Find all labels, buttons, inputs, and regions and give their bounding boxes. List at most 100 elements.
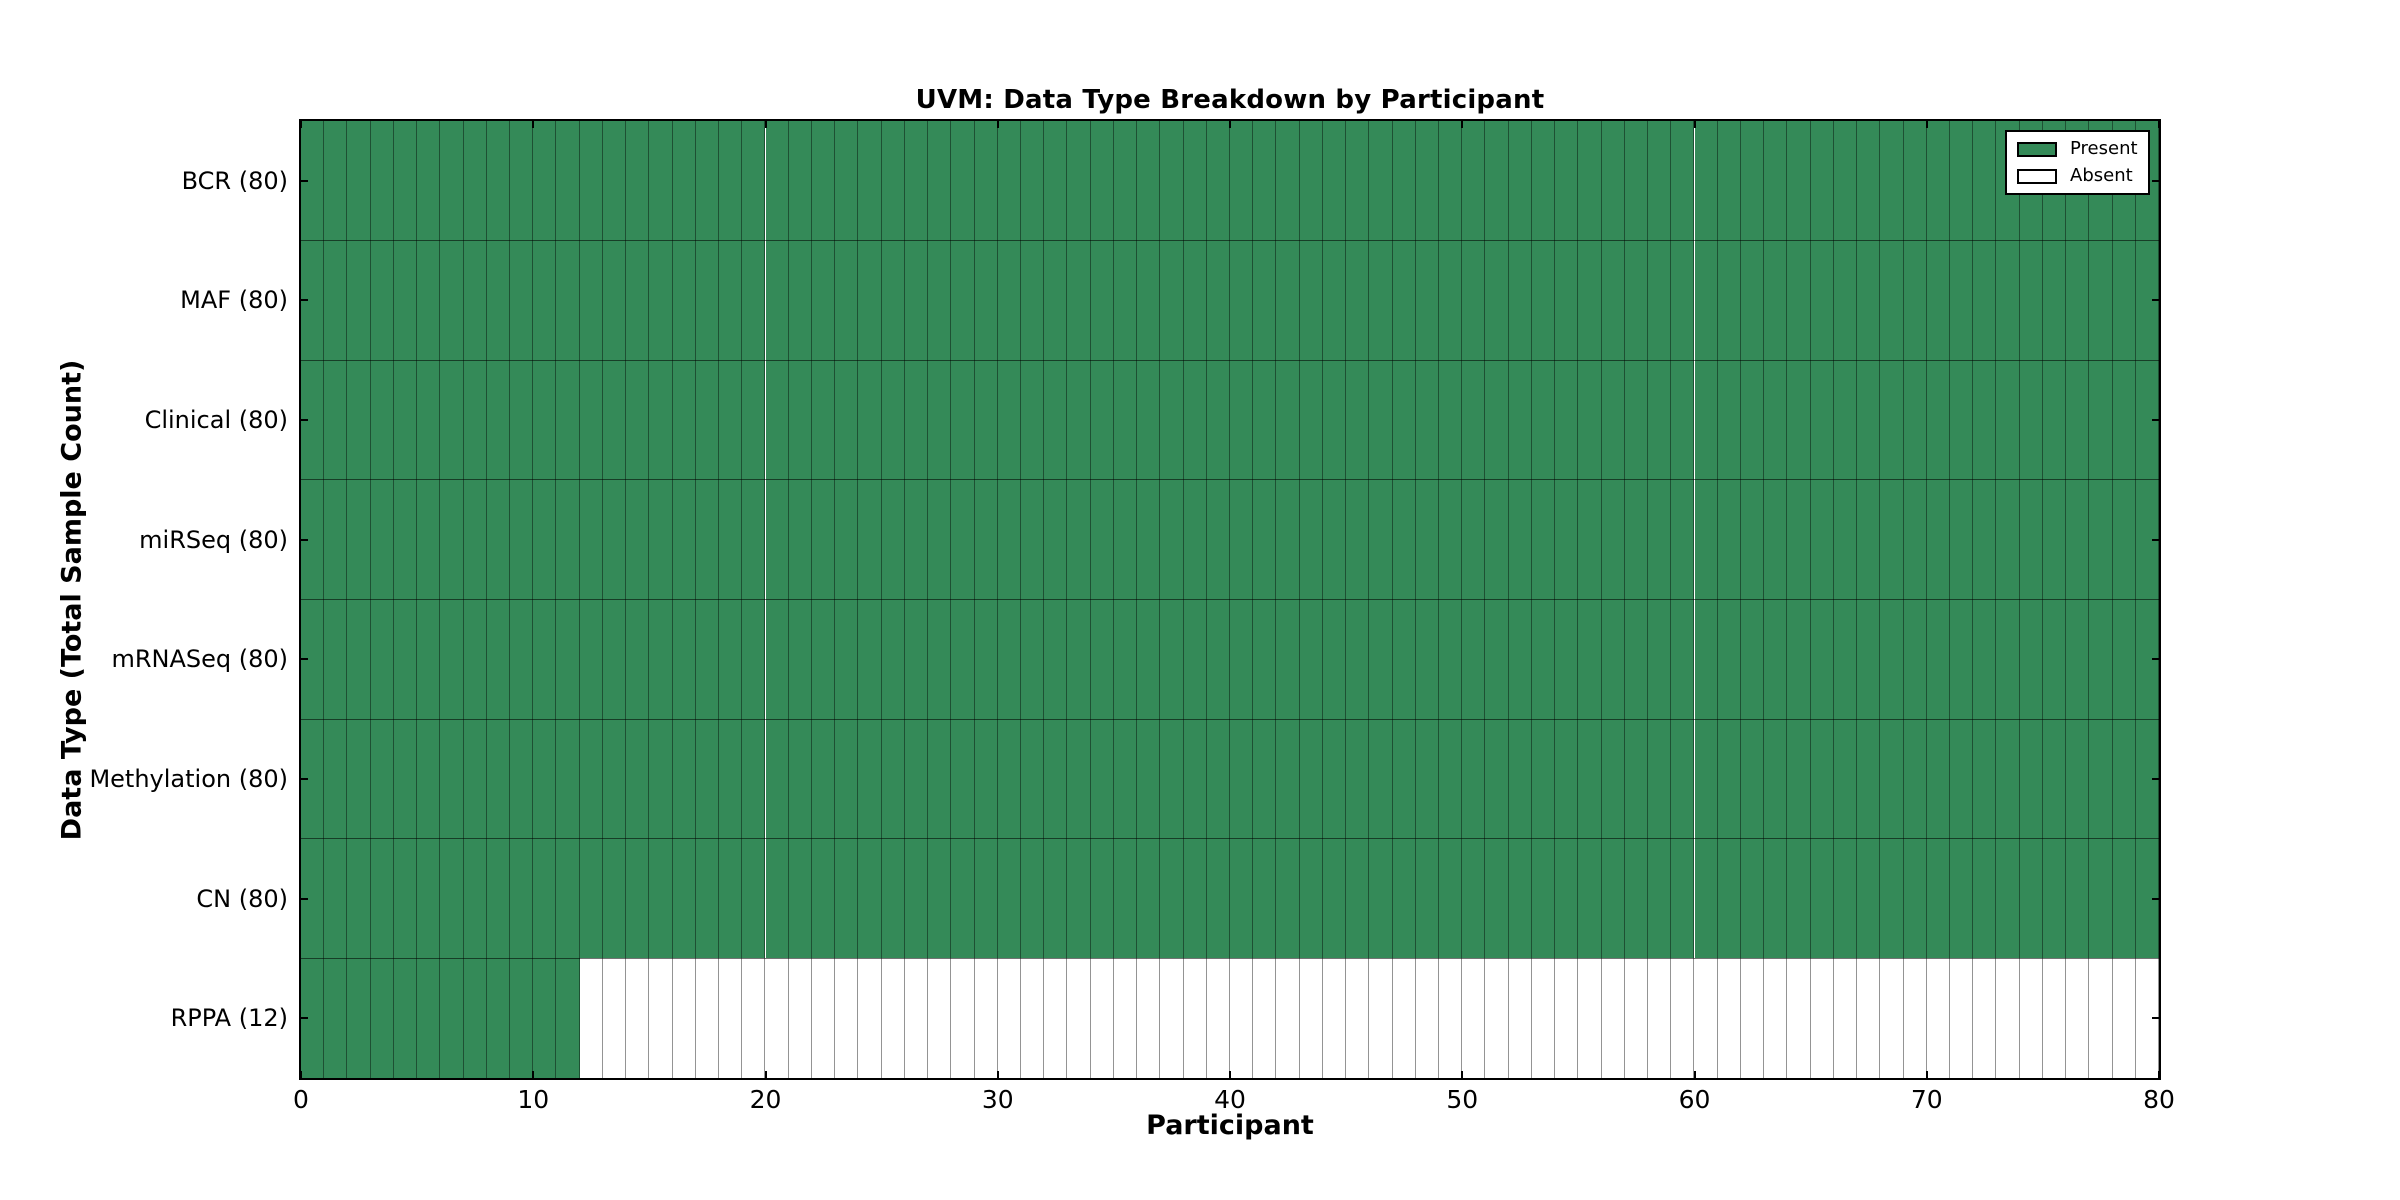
cell-present — [1067, 599, 1091, 720]
cell-present — [1253, 479, 1277, 600]
cell-present — [1485, 479, 1509, 600]
cell-present — [1020, 599, 1045, 720]
cell-present — [347, 121, 371, 241]
cell-present — [1160, 599, 1184, 720]
cell-present — [974, 121, 998, 241]
cell-present — [1833, 838, 1858, 959]
cell-present — [1880, 838, 1904, 959]
cell-present — [1392, 121, 1416, 241]
cell-present — [370, 958, 394, 1078]
cell-absent — [1833, 958, 1858, 1078]
cell-absent — [1694, 958, 1718, 1078]
cell-present — [1020, 479, 1045, 600]
cell-present — [649, 599, 673, 720]
cell-present — [1160, 121, 1184, 241]
cell-present — [370, 360, 394, 480]
cell-present — [301, 958, 325, 1078]
cell-present — [719, 121, 743, 241]
cell-present — [1462, 360, 1486, 480]
cell-absent — [1415, 958, 1440, 1078]
x-tick-mark — [996, 1071, 999, 1078]
cell-present — [2112, 599, 2136, 720]
cell-absent — [1531, 958, 1556, 1078]
cell-present — [2089, 479, 2113, 600]
cell-present — [1857, 240, 1881, 361]
row-separator — [301, 359, 2159, 361]
cell-present — [1090, 479, 1114, 600]
cell-present — [301, 719, 325, 839]
cell-present — [417, 719, 441, 839]
cell-present — [951, 719, 975, 839]
cell-present — [1439, 121, 1463, 241]
grid-row-cn — [301, 838, 2159, 959]
grid-row-bcr — [301, 121, 2159, 241]
cell-present — [1903, 719, 1927, 839]
cell-present — [835, 240, 859, 361]
cell-present — [1346, 719, 1370, 839]
cell-present — [904, 599, 929, 720]
cell-present — [533, 958, 557, 1078]
cell-present — [1508, 360, 1532, 480]
cell-present — [1810, 360, 1834, 480]
cell-present — [788, 599, 812, 720]
cell-present — [1044, 360, 1068, 480]
cell-present — [1764, 838, 1788, 959]
cell-present — [579, 838, 603, 959]
cell-absent — [1392, 958, 1416, 1078]
cell-present — [1206, 479, 1230, 600]
cell-present — [1694, 599, 1718, 720]
cell-present — [1601, 240, 1625, 361]
cell-present — [649, 360, 673, 480]
cell-present — [1067, 360, 1091, 480]
cell-present — [1462, 599, 1486, 720]
cell-present — [1648, 360, 1672, 480]
cell-present — [974, 719, 998, 839]
x-tick-label: 60 — [1678, 1085, 1711, 1114]
cell-present — [1415, 479, 1440, 600]
cell-present — [301, 599, 325, 720]
cell-present — [811, 240, 836, 361]
cell-present — [1020, 360, 1045, 480]
cell-present — [1067, 240, 1091, 361]
cell-present — [2042, 360, 2067, 480]
cell-present — [2112, 479, 2136, 600]
cell-present — [928, 719, 952, 839]
cell-present — [556, 240, 580, 361]
cell-present — [951, 599, 975, 720]
cell-present — [928, 240, 952, 361]
cell-present — [1415, 719, 1440, 839]
cell-present — [1740, 838, 1765, 959]
cell-present — [742, 360, 766, 480]
legend-entry-present: Present — [2017, 138, 2138, 160]
cell-present — [2112, 360, 2136, 480]
row-separator — [301, 240, 2159, 242]
cell-present — [370, 838, 394, 959]
cell-absent — [1624, 958, 1649, 1078]
cell-present — [1880, 479, 1904, 600]
y-tick-mark — [2152, 299, 2159, 302]
cell-present — [1810, 121, 1834, 241]
x-tick-mark — [532, 121, 535, 128]
y-axis-label: Data Type (Total Sample Count) — [56, 359, 88, 841]
cell-present — [1694, 240, 1718, 361]
cell-present — [1067, 121, 1091, 241]
cell-present — [1183, 599, 1207, 720]
cell-present — [1090, 240, 1114, 361]
cell-absent — [2042, 958, 2067, 1078]
cell-present — [1439, 599, 1463, 720]
cell-present — [904, 719, 929, 839]
cell-present — [1717, 479, 1741, 600]
cell-absent — [719, 958, 743, 1078]
cell-present — [1183, 838, 1207, 959]
cell-present — [1113, 599, 1138, 720]
cell-present — [579, 121, 603, 241]
cell-present — [324, 599, 348, 720]
cell-present — [510, 838, 534, 959]
cell-present — [2042, 838, 2067, 959]
cell-present — [951, 360, 975, 480]
y-tick-label: Clinical (80) — [144, 406, 288, 435]
cell-present — [1694, 121, 1718, 241]
x-tick-label: 0 — [293, 1085, 309, 1114]
cell-present — [904, 838, 929, 959]
